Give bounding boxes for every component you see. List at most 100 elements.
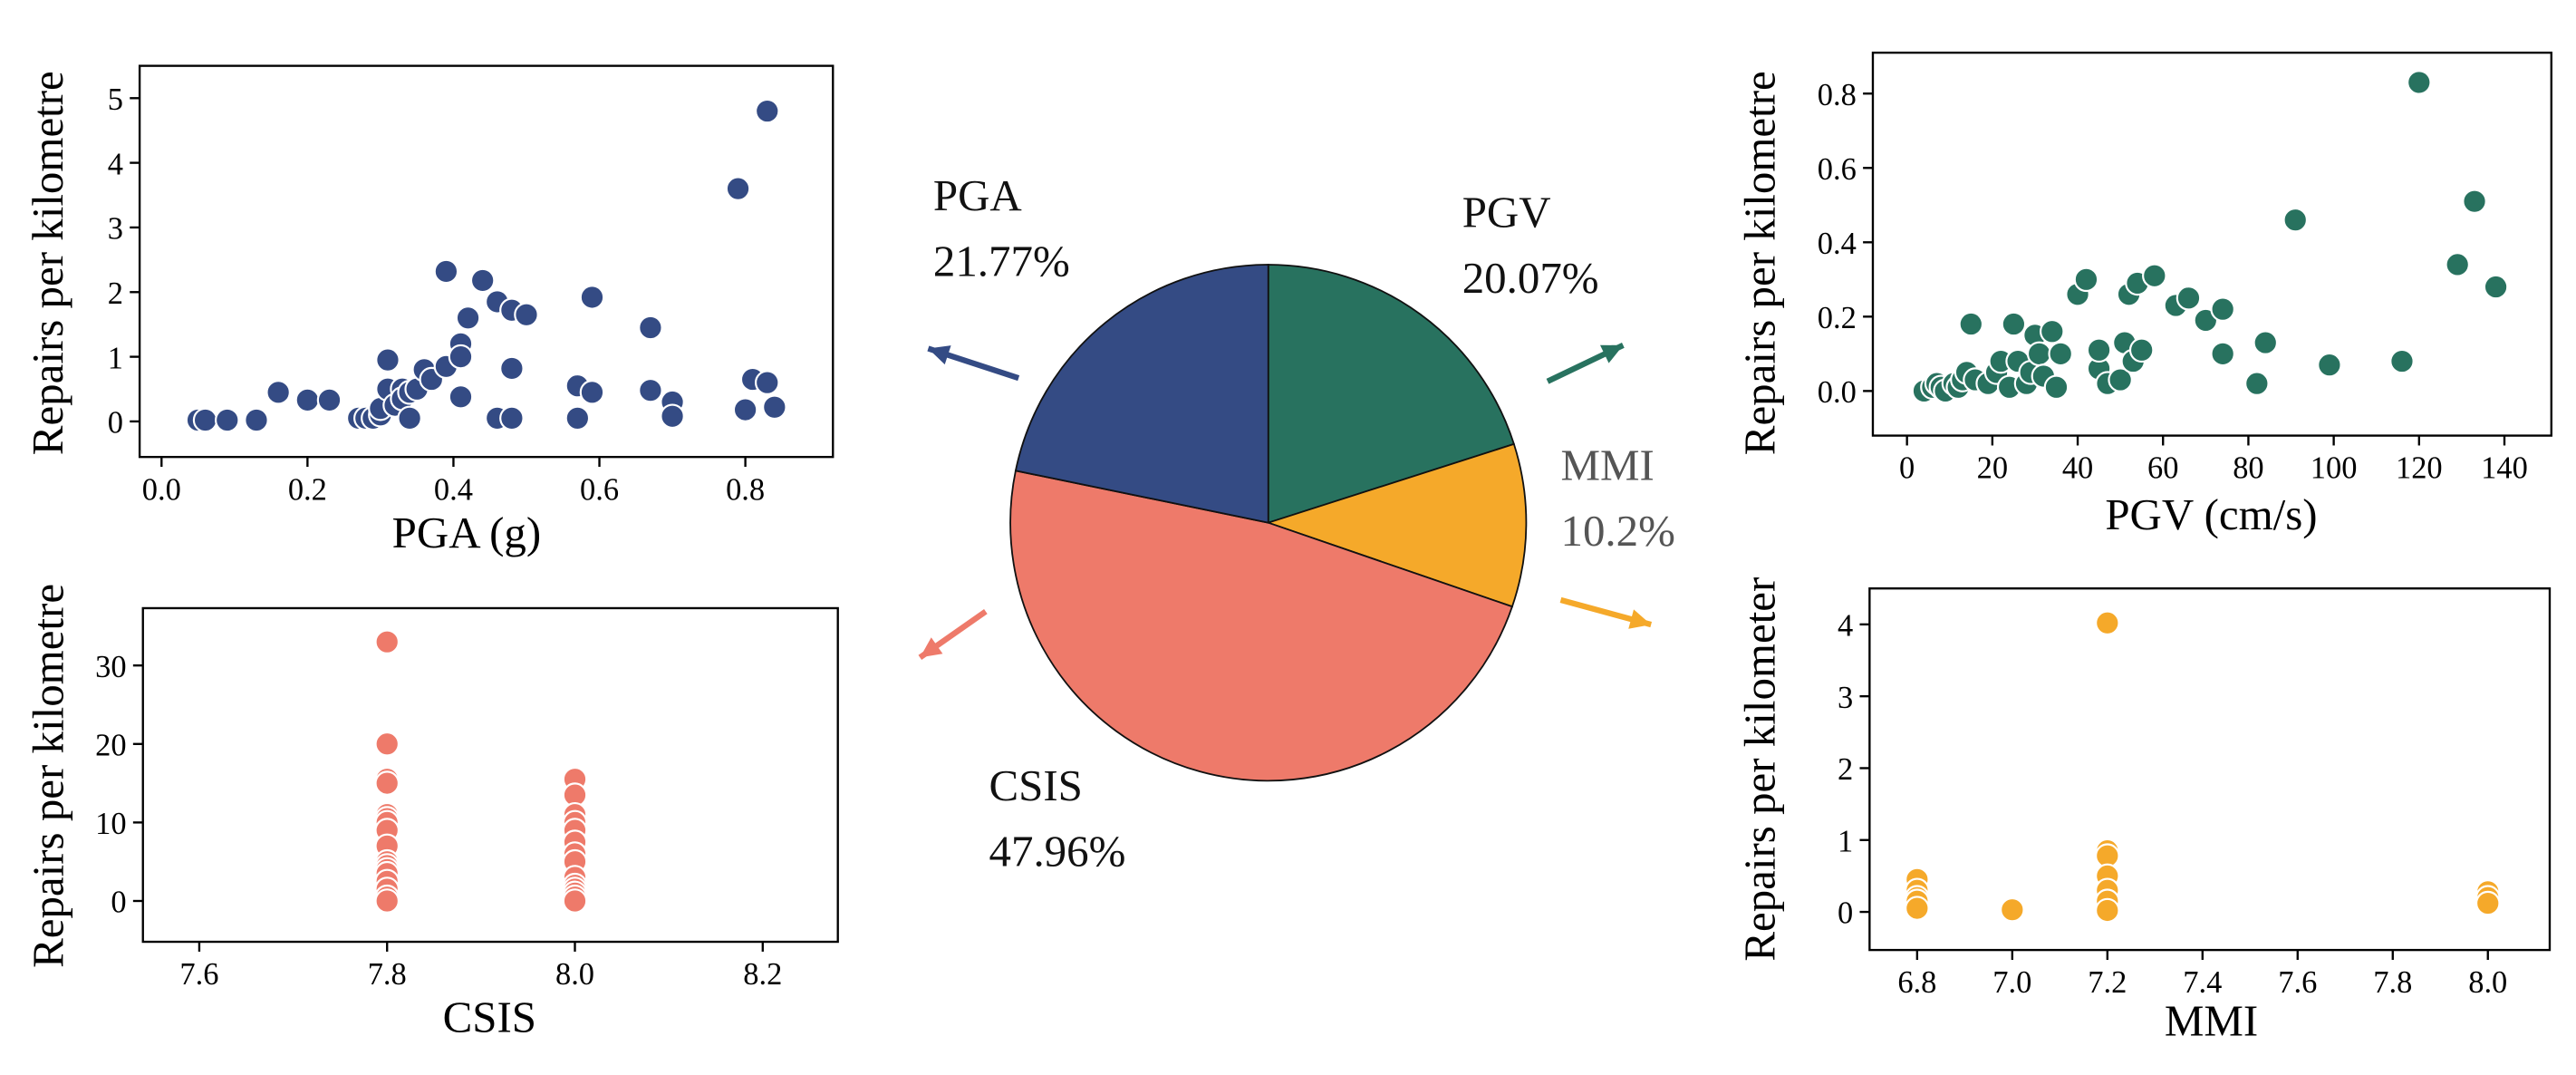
- arrow-head: [1599, 344, 1624, 363]
- point: [1958, 311, 1984, 337]
- x-tick-label: 120: [2396, 451, 2443, 486]
- y-tick-label: 1: [1838, 824, 1853, 858]
- point: [2407, 70, 2432, 95]
- point: [660, 403, 685, 430]
- x-tick-label: 0.8: [726, 472, 765, 507]
- y-tick-label: 0: [108, 406, 123, 441]
- x-tick-label: 7.6: [179, 957, 218, 992]
- point: [2244, 371, 2270, 396]
- y-tick-label: 0.8: [1818, 78, 1857, 112]
- pie-slice: [1265, 442, 1528, 608]
- x-tick-label: 8.2: [743, 957, 782, 992]
- point: [2210, 341, 2235, 367]
- slice-value-label: 47.96%: [989, 827, 1126, 876]
- slice-value-label: 21.77%: [933, 237, 1070, 286]
- point: [374, 731, 400, 757]
- point: [265, 380, 291, 405]
- point: [2095, 610, 2120, 636]
- y-tick-label: 20: [95, 728, 126, 762]
- x-tick-label: 100: [2311, 451, 2358, 486]
- point: [397, 405, 422, 431]
- y-tick-label: 4: [108, 147, 123, 181]
- point: [374, 770, 400, 796]
- point: [374, 888, 400, 914]
- point: [1905, 896, 1930, 921]
- arrow-head: [1628, 609, 1652, 629]
- pie-slice: [1014, 264, 1269, 524]
- y-axis-label: Repairs per kilometer: [1735, 577, 1785, 962]
- point: [2086, 337, 2112, 363]
- y-axis-label: Repairs per kilometre: [1735, 71, 1785, 455]
- x-axis-label: CSIS: [443, 993, 536, 1042]
- point: [2000, 896, 2025, 923]
- y-tick-label: 0.6: [1818, 152, 1857, 187]
- arrow-head: [928, 345, 951, 365]
- point: [562, 888, 588, 914]
- point: [2475, 890, 2501, 916]
- plot-frame: [138, 64, 835, 459]
- slice-value-label: 10.2%: [1560, 506, 1674, 556]
- y-tick-label: 3: [1838, 681, 1853, 715]
- point: [579, 285, 605, 310]
- slice-value-label: 20.07%: [1462, 253, 1599, 303]
- point: [564, 405, 591, 431]
- point: [638, 315, 663, 341]
- point: [2073, 266, 2099, 293]
- x-tick-label: 7.0: [1992, 965, 2031, 1000]
- x-tick-label: 0.6: [580, 472, 619, 507]
- x-tick-label: 7.8: [2373, 965, 2412, 1000]
- x-axis-label: PGA (g): [392, 508, 541, 557]
- arrow-head: [920, 637, 943, 658]
- x-axis-label: PGV (cm/s): [2105, 489, 2317, 539]
- point: [2128, 337, 2155, 363]
- x-tick-label: 8.0: [2468, 965, 2507, 1000]
- y-tick-label: 0: [1838, 896, 1853, 931]
- plot-frame: [141, 606, 839, 944]
- point: [455, 305, 481, 331]
- slice-label: PGV: [1462, 187, 1551, 237]
- point: [244, 407, 269, 433]
- point: [448, 384, 474, 410]
- point: [2483, 274, 2509, 300]
- point: [754, 370, 780, 395]
- x-tick-label: 140: [2481, 451, 2528, 486]
- x-axis-label: MMI: [2165, 995, 2258, 1045]
- slice-label: MMI: [1560, 441, 1654, 490]
- y-tick-label: 0.4: [1818, 227, 1857, 261]
- x-tick-label: 40: [2062, 451, 2093, 486]
- point: [2095, 897, 2120, 924]
- x-tick-label: 7.8: [368, 957, 407, 992]
- x-tick-label: 7.2: [2088, 965, 2127, 1000]
- point: [294, 387, 321, 413]
- x-tick-label: 0: [1899, 451, 1915, 486]
- x-tick-label: 7.6: [2278, 965, 2317, 1000]
- y-tick-label: 2: [108, 276, 123, 311]
- slice-label: CSIS: [989, 760, 1083, 810]
- plot-frame: [1871, 51, 2552, 437]
- y-tick-label: 0.0: [1818, 375, 1857, 410]
- y-axis-label: Repairs per kilometre: [23, 584, 72, 968]
- point: [469, 267, 496, 294]
- point: [2462, 189, 2487, 214]
- x-tick-label: 80: [2233, 451, 2263, 486]
- point: [2389, 348, 2415, 374]
- plot-frame: [1868, 587, 2552, 952]
- point: [2108, 367, 2133, 392]
- point: [2210, 296, 2235, 322]
- point: [762, 394, 787, 421]
- y-tick-label: 5: [108, 82, 123, 117]
- pie-slice: [1267, 264, 1515, 524]
- point: [2043, 374, 2069, 401]
- point: [499, 355, 525, 382]
- point: [448, 344, 474, 370]
- point: [316, 387, 343, 413]
- x-tick-label: 7.4: [2183, 965, 2222, 1000]
- y-axis-label: Repairs per kilometre: [23, 71, 72, 455]
- y-tick-label: 1: [108, 341, 123, 375]
- point: [754, 98, 780, 124]
- point: [214, 407, 240, 433]
- y-tick-label: 30: [95, 650, 126, 684]
- point: [2026, 341, 2052, 367]
- point: [579, 380, 605, 405]
